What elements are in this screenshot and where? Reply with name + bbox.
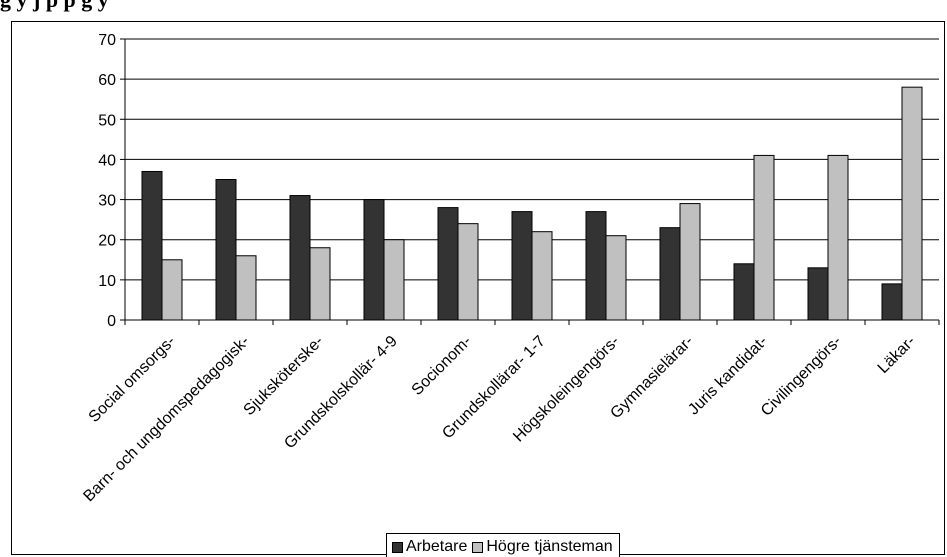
y-tick-label: 40 — [98, 152, 116, 169]
bar-arbetare — [881, 283, 903, 321]
bar-hogre-tjansteman — [457, 223, 479, 321]
legend-item-hogre-tjansteman: Högre tjänsteman — [472, 538, 613, 556]
x-category-label: Sjuksköterske- — [241, 333, 327, 419]
y-tick-label: 10 — [98, 273, 116, 290]
y-tick-label: 50 — [98, 112, 116, 129]
legend-item-arbetare: Arbetare — [392, 538, 467, 556]
bar-arbetare — [363, 199, 385, 321]
legend-swatch-arbetare — [392, 541, 403, 553]
bar-hogre-tjansteman — [679, 203, 701, 321]
bar-arbetare — [807, 267, 829, 321]
y-tick-label: 0 — [107, 313, 116, 330]
bar-arbetare — [733, 263, 755, 321]
bar-arbetare — [215, 179, 237, 321]
bar-arbetare — [141, 170, 163, 321]
legend: Arbetare Högre tjänsteman — [386, 533, 620, 557]
x-category-label: Juris kandidat- — [685, 333, 771, 419]
bar-arbetare — [511, 211, 533, 321]
x-category-label: Barn- och ungdomspedagogisk- — [80, 333, 252, 505]
bar-hogre-tjansteman — [753, 154, 775, 321]
legend-label-hogre-tjansteman: Högre tjänsteman — [486, 538, 613, 555]
y-tick-label: 70 — [98, 32, 116, 49]
chart-title: g y j p p g y — [0, 0, 109, 13]
x-category-label: Socionom- — [409, 333, 475, 399]
x-category-label: Civilingengörs- — [758, 333, 845, 420]
y-tick-label: 30 — [98, 193, 116, 210]
bar-hogre-tjansteman — [235, 255, 257, 321]
bar-hogre-tjansteman — [161, 259, 183, 321]
bar-hogre-tjansteman — [827, 154, 849, 321]
bar-hogre-tjansteman — [531, 231, 553, 321]
bar-hogre-tjansteman — [605, 235, 627, 321]
y-tick-label: 20 — [98, 233, 116, 250]
bar-arbetare — [659, 227, 681, 321]
bar-hogre-tjansteman — [309, 247, 331, 321]
x-category-label: Läkar- — [875, 333, 919, 377]
y-tick-label: 60 — [98, 72, 116, 89]
legend-label-arbetare: Arbetare — [406, 538, 468, 555]
bar-arbetare — [289, 195, 311, 321]
chart-area: 0 10 20 30 40 50 60 70 Social omsorgs- Barn- och … — [11, 21, 945, 557]
bar-arbetare — [437, 207, 459, 321]
legend-swatch-hogre-tjansteman — [472, 541, 484, 553]
bar-hogre-tjansteman — [383, 239, 405, 321]
bar-hogre-tjansteman — [901, 86, 923, 321]
bar-arbetare — [585, 211, 607, 321]
